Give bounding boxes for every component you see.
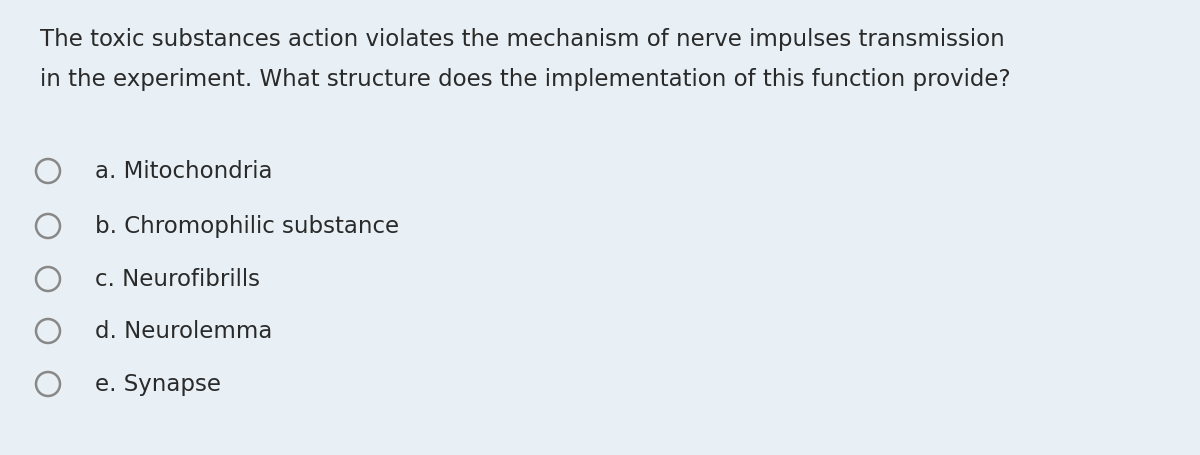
Text: e. Synapse: e. Synapse: [95, 372, 221, 395]
Text: b. Chromophilic substance: b. Chromophilic substance: [95, 214, 400, 238]
Text: a. Mitochondria: a. Mitochondria: [95, 160, 272, 182]
Text: The toxic substances action violates the mechanism of nerve impulses transmissio: The toxic substances action violates the…: [40, 28, 1004, 51]
Text: c. Neurofibrills: c. Neurofibrills: [95, 268, 260, 290]
Text: in the experiment. What structure does the implementation of this function provi: in the experiment. What structure does t…: [40, 68, 1010, 91]
Text: d. Neurolemma: d. Neurolemma: [95, 319, 272, 342]
